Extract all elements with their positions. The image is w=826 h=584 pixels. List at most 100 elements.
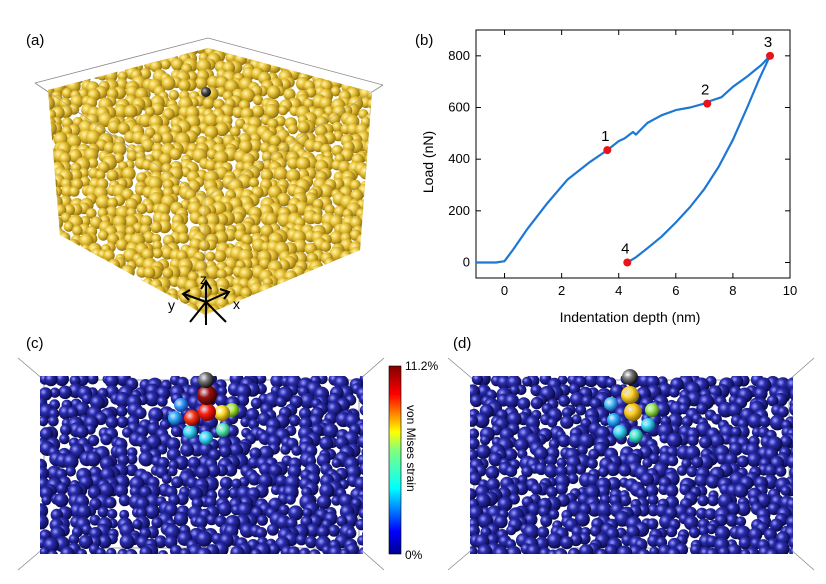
atom — [249, 447, 262, 460]
atom — [144, 203, 155, 214]
atom — [530, 396, 544, 410]
atom — [362, 531, 363, 538]
chart-plot-frame — [475, 29, 791, 279]
atom — [561, 407, 573, 419]
atom — [202, 97, 215, 110]
atom — [538, 547, 552, 554]
atom — [530, 384, 542, 397]
atom — [112, 142, 127, 157]
atom — [747, 413, 763, 429]
atom — [548, 509, 560, 520]
atom — [273, 166, 288, 182]
atom — [616, 545, 633, 554]
atom — [777, 406, 789, 418]
atom — [556, 457, 567, 468]
atom — [162, 267, 174, 279]
atom — [361, 448, 363, 456]
atom — [505, 465, 518, 478]
atom — [595, 548, 608, 554]
atom — [646, 518, 659, 530]
atom — [106, 547, 117, 554]
atom — [160, 132, 174, 145]
atom — [560, 415, 574, 429]
atom — [296, 156, 311, 171]
atom — [470, 546, 478, 554]
atom — [41, 495, 52, 506]
atom — [774, 540, 790, 554]
atom — [278, 105, 288, 116]
x-tick-label: 10 — [783, 283, 797, 298]
y-tick-label: 400 — [448, 151, 470, 166]
atom — [546, 532, 563, 549]
atom — [560, 536, 574, 550]
atom — [264, 103, 280, 119]
atom — [72, 225, 83, 236]
atom — [245, 407, 260, 422]
atom — [730, 426, 742, 438]
atom — [283, 88, 296, 101]
atom — [343, 513, 358, 528]
atom — [596, 502, 613, 518]
atom — [524, 512, 538, 527]
atom — [104, 376, 119, 388]
atom — [60, 546, 75, 554]
atom — [250, 224, 261, 236]
atom — [606, 462, 620, 477]
atom — [135, 507, 147, 519]
atom — [196, 547, 212, 554]
atom — [358, 547, 363, 554]
atom — [116, 416, 129, 428]
atom — [545, 454, 558, 467]
atom — [194, 515, 208, 529]
atom — [69, 186, 80, 197]
atom — [789, 403, 793, 416]
colorbar-title: von Mises strain — [404, 405, 418, 492]
atom — [53, 492, 69, 508]
atom — [574, 511, 590, 527]
atom — [706, 523, 717, 535]
atom — [470, 472, 482, 486]
atom — [132, 519, 143, 530]
atom — [736, 455, 749, 468]
atom — [474, 412, 490, 429]
atom — [470, 428, 480, 440]
atom — [323, 423, 339, 439]
atom — [470, 414, 478, 427]
atom — [667, 547, 681, 554]
atom — [87, 434, 100, 447]
atom — [538, 505, 550, 518]
atom — [266, 523, 279, 536]
axis-triad — [181, 279, 231, 325]
atom — [287, 124, 298, 135]
atom — [357, 535, 363, 546]
atom — [61, 87, 73, 99]
atom — [204, 496, 217, 509]
atom — [471, 376, 484, 385]
atom — [609, 384, 624, 399]
strained-atom — [645, 403, 659, 417]
atom — [68, 533, 80, 545]
atom — [140, 215, 153, 228]
atom — [105, 415, 119, 429]
atom — [640, 472, 654, 487]
atom — [506, 411, 522, 427]
atom — [779, 435, 793, 448]
atom — [85, 130, 101, 146]
atom — [119, 534, 135, 550]
atom — [356, 386, 363, 401]
atom — [571, 414, 582, 425]
atom — [216, 268, 227, 280]
atom — [167, 466, 178, 477]
atom — [267, 85, 281, 100]
atom — [288, 505, 304, 521]
atom — [488, 452, 503, 467]
strained-atom — [607, 413, 621, 427]
atom — [328, 545, 343, 554]
atom — [686, 466, 698, 478]
atom — [642, 457, 653, 468]
atom — [688, 526, 701, 539]
atom — [287, 546, 301, 554]
atom — [717, 546, 730, 554]
